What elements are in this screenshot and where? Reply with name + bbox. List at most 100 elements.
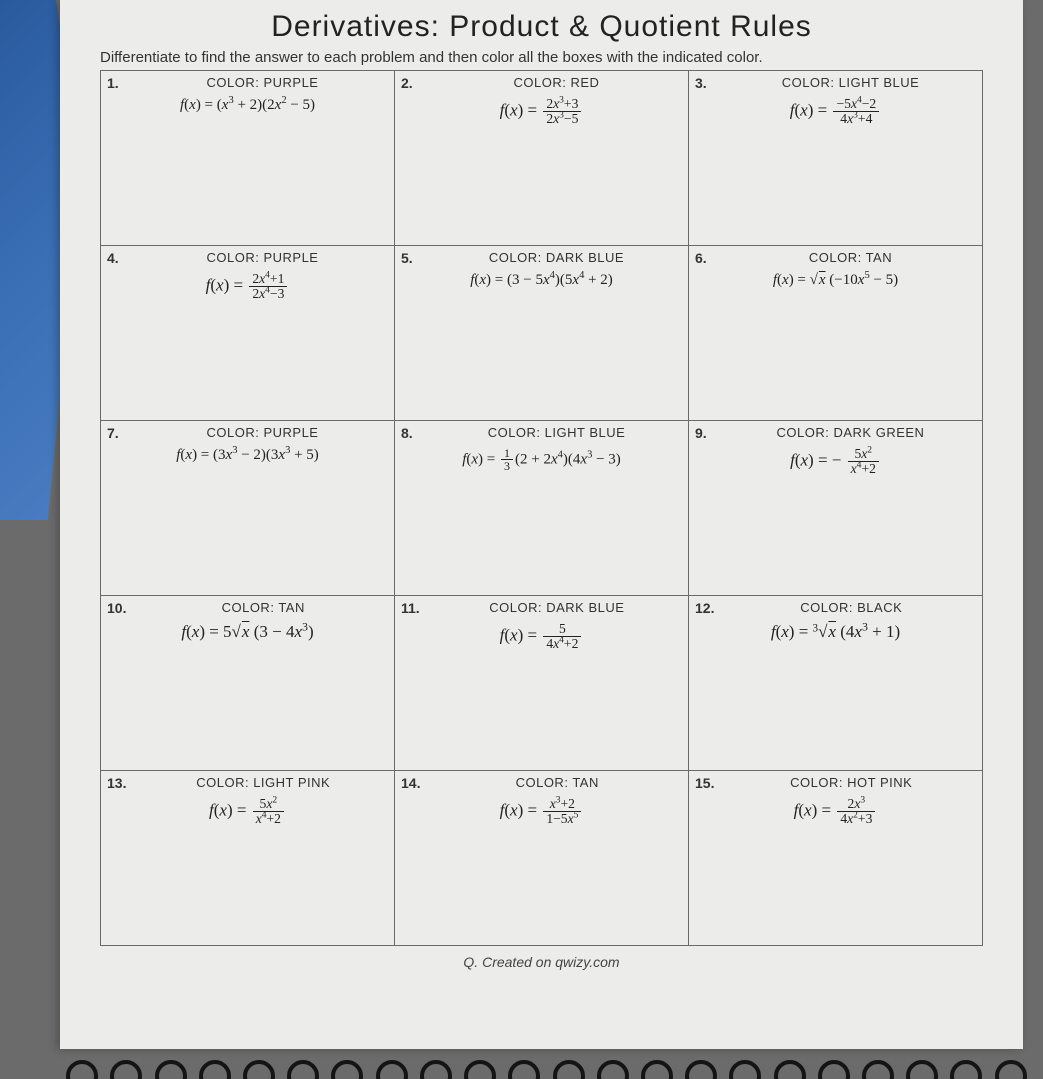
formula: f(x) = 2x34x2+3 [695,797,976,827]
color-label: COLOR: PURPLE [137,250,388,265]
ring-icon [376,1060,408,1079]
cell-11: 11. COLOR: DARK BLUE f(x) = 54x4+2 [395,595,689,770]
cell-header: 5. COLOR: DARK BLUE [401,250,682,266]
cell-2: 2. COLOR: RED f(x) = 2x3+32x3−5 [395,70,689,245]
formula: f(x) = 2x3+32x3−5 [401,97,682,127]
formula: f(x) = (3x3 − 2)(3x3 + 5) [107,447,388,464]
cell-4: 4. COLOR: PURPLE f(x) = 2x4+12x4−3 [101,245,395,420]
cell-12: 12. COLOR: BLACK f(x) = 3√x (4x3 + 1) [689,595,983,770]
ring-icon [818,1060,850,1079]
color-label: COLOR: LIGHT BLUE [725,75,976,90]
cell-header: 11. COLOR: DARK BLUE [401,600,682,616]
formula: f(x) = 2x4+12x4−3 [107,272,388,302]
formula: f(x) = 5x2x4+2 [107,797,388,827]
formula: f(x) = (x3 + 2)(2x2 − 5) [107,97,388,114]
worksheet-page: Derivatives: Product & Quotient Rules Di… [60,0,1023,1049]
problem-number: 3. [695,75,713,91]
formula: f(x) = (3 − 5x4)(5x4 + 2) [401,272,682,289]
problem-number: 9. [695,425,713,441]
cell-header: 3. COLOR: LIGHT BLUE [695,75,976,91]
cell-header: 12. COLOR: BLACK [695,600,976,616]
problem-number: 6. [695,250,713,266]
problem-number: 10. [107,600,126,616]
table-row: 1. COLOR: PURPLE f(x) = (x3 + 2)(2x2 − 5… [101,70,983,245]
ring-icon [287,1060,319,1079]
page-subtitle: Differentiate to find the answer to each… [100,48,983,68]
cell-header: 9. COLOR: DARK GREEN [695,425,976,441]
formula: f(x) = x3+21−5x5 [401,797,682,827]
problem-number: 2. [401,75,419,91]
color-label: COLOR: PURPLE [137,75,388,90]
ring-icon [66,1060,98,1079]
ring-icon [553,1060,585,1079]
cell-header: 10. COLOR: TAN [107,600,388,616]
table-row: 4. COLOR: PURPLE f(x) = 2x4+12x4−3 5. CO… [101,245,983,420]
problem-number: 5. [401,250,419,266]
cell-13: 13. COLOR: LIGHT PINK f(x) = 5x2x4+2 [101,770,395,945]
ring-icon [597,1060,629,1079]
problem-number: 4. [107,250,125,266]
cell-14: 14. COLOR: TAN f(x) = x3+21−5x5 [395,770,689,945]
formula: f(x) = 5√x (3 − 4x3) [107,622,388,642]
formula: f(x) = − 5x2x4+2 [695,447,976,477]
cell-header: 8. COLOR: LIGHT BLUE [401,425,682,441]
color-label: COLOR: DARK BLUE [432,600,682,615]
ring-icon [508,1060,540,1079]
ring-icon [331,1060,363,1079]
cell-10: 10. COLOR: TAN f(x) = 5√x (3 − 4x3) [101,595,395,770]
ring-icon [420,1060,452,1079]
ring-icon [464,1060,496,1079]
color-label: COLOR: LIGHT BLUE [431,425,682,440]
cell-header: 1. COLOR: PURPLE [107,75,388,91]
ring-icon [243,1060,275,1079]
problem-number: 14. [401,775,420,791]
table-row: 10. COLOR: TAN f(x) = 5√x (3 − 4x3) 11. … [101,595,983,770]
color-label: COLOR: TAN [138,600,388,615]
cell-header: 7. COLOR: PURPLE [107,425,388,441]
problem-number: 15. [695,775,714,791]
ring-icon [906,1060,938,1079]
formula: f(x) = 13(2 + 2x4)(4x3 − 3) [401,447,682,473]
cell-header: 13. COLOR: LIGHT PINK [107,775,388,791]
color-label: COLOR: DARK GREEN [725,425,976,440]
problem-number: 1. [107,75,125,91]
color-label: COLOR: BLACK [726,600,976,615]
cell-8: 8. COLOR: LIGHT BLUE f(x) = 13(2 + 2x4)(… [395,420,689,595]
formula: f(x) = √x (−10x5 − 5) [695,272,976,289]
color-label: COLOR: TAN [432,775,682,790]
problem-number: 12. [695,600,714,616]
formula: f(x) = −5x4−24x3+4 [695,97,976,127]
color-label: COLOR: RED [431,75,682,90]
footer-credit: Q. Created on qwizy.com [100,954,983,970]
cell-7: 7. COLOR: PURPLE f(x) = (3x3 − 2)(3x3 + … [101,420,395,595]
color-label: COLOR: HOT PINK [726,775,976,790]
cell-header: 2. COLOR: RED [401,75,682,91]
problem-number: 11. [401,600,420,616]
ring-icon [862,1060,894,1079]
cell-9: 9. COLOR: DARK GREEN f(x) = − 5x2x4+2 [689,420,983,595]
ring-icon [774,1060,806,1079]
formula: f(x) = 3√x (4x3 + 1) [695,622,976,642]
ring-icon [641,1060,673,1079]
ring-icon [110,1060,142,1079]
cell-header: 4. COLOR: PURPLE [107,250,388,266]
ring-icon [685,1060,717,1079]
cell-header: 14. COLOR: TAN [401,775,682,791]
problem-grid: 1. COLOR: PURPLE f(x) = (x3 + 2)(2x2 − 5… [100,70,983,946]
formula: f(x) = 54x4+2 [401,622,682,652]
ring-icon [199,1060,231,1079]
problem-number: 13. [107,775,126,791]
color-label: COLOR: LIGHT PINK [138,775,388,790]
ring-icon [995,1060,1027,1079]
problem-number: 8. [401,425,419,441]
cell-1: 1. COLOR: PURPLE f(x) = (x3 + 2)(2x2 − 5… [101,70,395,245]
table-row: 7. COLOR: PURPLE f(x) = (3x3 − 2)(3x3 + … [101,420,983,595]
cell-header: 6. COLOR: TAN [695,250,976,266]
cell-5: 5. COLOR: DARK BLUE f(x) = (3 − 5x4)(5x4… [395,245,689,420]
color-label: COLOR: DARK BLUE [431,250,682,265]
cell-header: 15. COLOR: HOT PINK [695,775,976,791]
page-title: Derivatives: Product & Quotient Rules [100,10,983,44]
color-label: COLOR: TAN [725,250,976,265]
cell-15: 15. COLOR: HOT PINK f(x) = 2x34x2+3 [689,770,983,945]
color-label: COLOR: PURPLE [137,425,388,440]
